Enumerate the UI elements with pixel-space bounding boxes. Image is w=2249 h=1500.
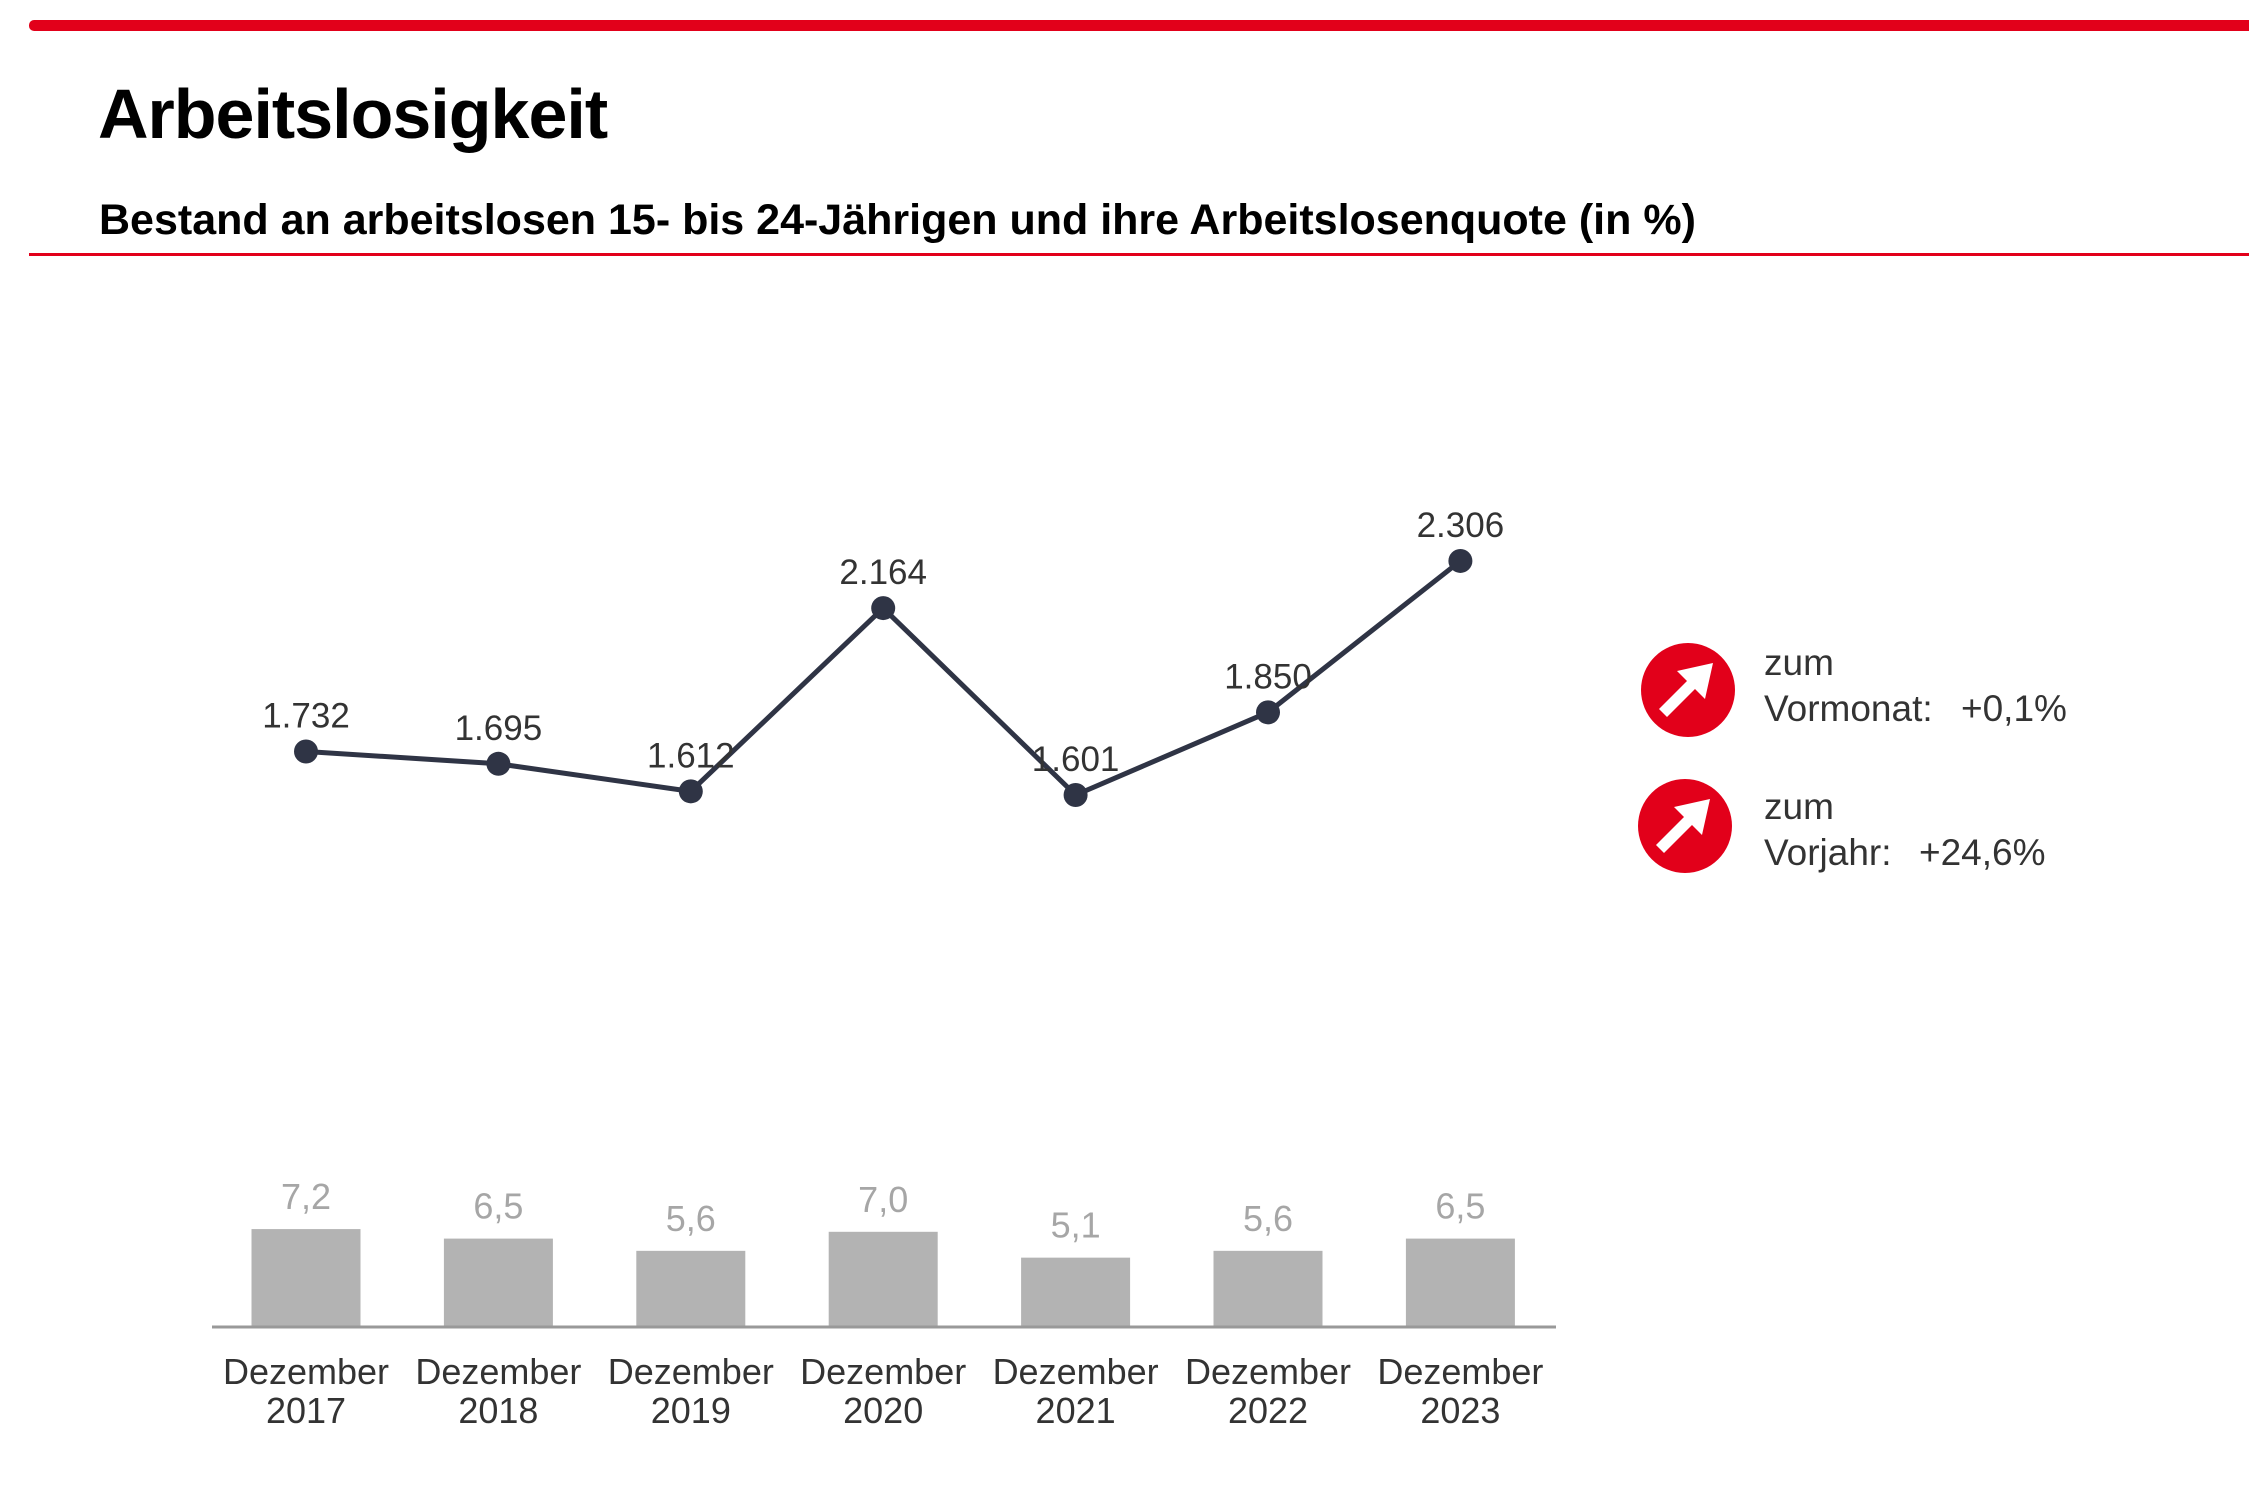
data-point (1256, 700, 1280, 725)
data-label: 1.695 (455, 709, 543, 748)
bar (443, 1238, 553, 1327)
x-tick-label: 2019 (651, 1390, 731, 1431)
bar (1213, 1250, 1323, 1327)
data-point (871, 596, 896, 621)
data-label: 1.732 (262, 697, 350, 736)
bar-label: 7,0 (858, 1179, 908, 1220)
x-tick-label: 2023 (1420, 1390, 1500, 1431)
indicator-label-2: Vorjahr: (1764, 832, 1892, 873)
data-label: 1.850 (1224, 657, 1312, 696)
top-accent-bar (29, 20, 2249, 31)
arrow-up-right-icon (1641, 643, 1735, 737)
x-tick-label: 2021 (1036, 1390, 1116, 1431)
bar-label: 5,6 (1243, 1198, 1293, 1239)
data-point (486, 751, 511, 776)
x-tick-label: Dezember (1185, 1351, 1351, 1392)
bar-label: 6,5 (473, 1186, 523, 1227)
data-point (1448, 548, 1473, 573)
indicator-label-1: zum (1764, 786, 1834, 827)
bar (636, 1250, 746, 1327)
bar (1405, 1238, 1515, 1327)
x-tick-label: Dezember (800, 1351, 966, 1392)
data-label: 1.601 (1032, 740, 1120, 779)
x-tick-label: Dezember (415, 1351, 581, 1392)
x-tick-label: Dezember (608, 1351, 774, 1392)
x-tick-label: 2018 (458, 1390, 538, 1431)
indicator-value: +0,1% (1961, 688, 2067, 729)
bar-label: 6,5 (1435, 1186, 1485, 1227)
arrow-up-right-icon (1638, 779, 1732, 873)
data-label: 1.612 (647, 736, 735, 775)
chart-subtitle: Bestand an arbeitslosen 15- bis 24-Jähri… (99, 196, 1696, 244)
divider (29, 253, 2249, 256)
x-tick-label: Dezember (1377, 1351, 1543, 1392)
x-tick-label: Dezember (993, 1351, 1159, 1392)
x-tick-label: 2017 (266, 1390, 346, 1431)
x-tick-label: Dezember (223, 1351, 389, 1392)
data-label: 2.306 (1417, 506, 1505, 545)
data-point (294, 739, 318, 764)
bar (828, 1231, 938, 1327)
data-point (678, 779, 703, 804)
bar-label: 7,2 (281, 1176, 331, 1217)
indicator-value: +24,6% (1919, 832, 2046, 873)
bar (251, 1229, 361, 1327)
bar-label: 5,1 (1051, 1205, 1101, 1246)
bar-label: 5,6 (666, 1198, 716, 1239)
bar (1021, 1257, 1131, 1327)
page-title: Arbeitslosigkeit (98, 75, 608, 153)
data-label: 2.164 (839, 553, 927, 592)
data-point (1063, 783, 1088, 807)
x-tick-label: 2022 (1228, 1390, 1308, 1431)
x-tick-label: 2020 (843, 1390, 923, 1431)
indicator-label-2: Vormonat: (1764, 688, 1933, 729)
indicator-label-1: zum (1764, 642, 1834, 683)
